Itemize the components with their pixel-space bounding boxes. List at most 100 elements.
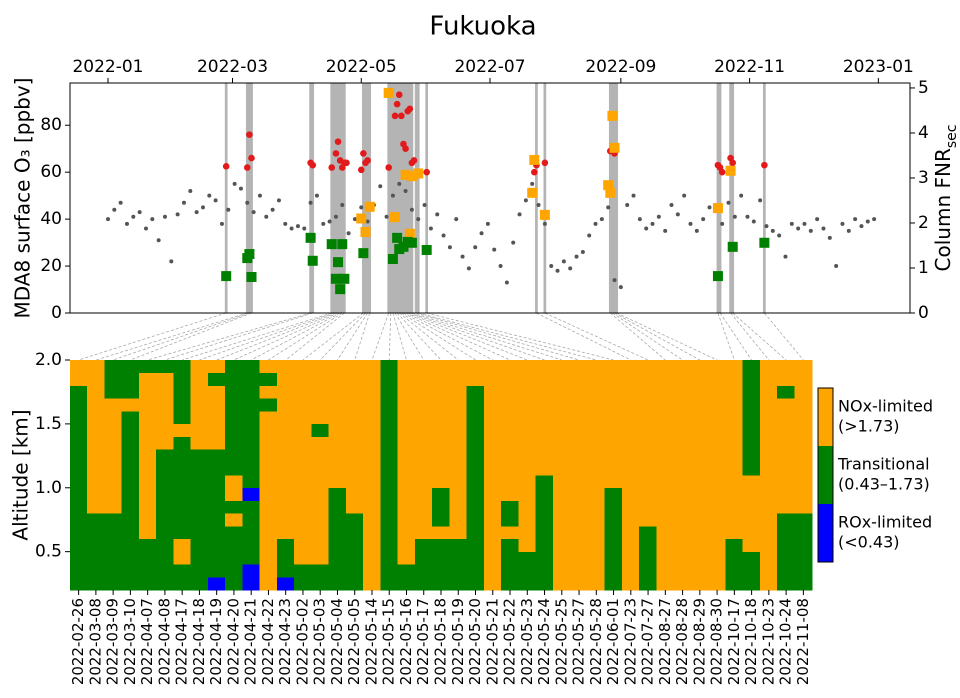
connector [233, 312, 339, 361]
y-tick-label: 40 [40, 209, 62, 229]
heat-cell [725, 398, 744, 412]
dot-marker [226, 207, 231, 212]
heat-cell [708, 410, 726, 425]
heat-cell [345, 487, 364, 501]
heat-cell [604, 385, 623, 399]
heat-cell [294, 513, 312, 527]
heat-cell [483, 372, 502, 386]
dot-marker [479, 231, 484, 236]
heat-cell [397, 449, 416, 463]
heat-cell [690, 551, 709, 565]
heat-cell [621, 461, 640, 476]
heat-cell [138, 398, 157, 412]
square-marker [421, 244, 432, 255]
heat-cell [363, 423, 381, 437]
heat-cell [156, 564, 174, 578]
heat-cell [690, 576, 709, 591]
connector [182, 312, 332, 361]
heat-cell [87, 538, 105, 552]
x-tick-label: 2022-07-27 [639, 598, 657, 685]
heat-cell [552, 385, 571, 399]
heat-cell [604, 487, 623, 501]
heat-cell [294, 461, 312, 476]
heat-cell [432, 449, 450, 463]
heat-cell [328, 423, 347, 437]
heat-cell [483, 576, 502, 591]
heat-cell [777, 576, 795, 591]
x-tick-label: 2022-04-17 [173, 598, 191, 685]
circle-marker [541, 159, 549, 167]
x-tick-label: 2022-05-25 [552, 598, 570, 685]
dot-marker [618, 285, 623, 290]
heat-cell [173, 513, 192, 527]
date-band [364, 82, 367, 314]
dot-marker [504, 280, 509, 285]
heat-cell [587, 474, 606, 489]
heat-cell [483, 359, 502, 374]
square-marker [727, 241, 738, 252]
circle-marker [328, 164, 336, 171]
heat-cell [552, 525, 571, 540]
date-band [763, 82, 766, 314]
heat-cell [397, 461, 416, 476]
heat-cell [190, 576, 209, 591]
heat-cell [276, 461, 295, 476]
square-marker [244, 249, 255, 260]
heat-cell [138, 487, 157, 501]
y-tick-label: 0 [51, 303, 62, 323]
x-tick-label: 2022-05-23 [518, 598, 536, 685]
date-band [425, 82, 429, 314]
dot-marker [530, 181, 535, 186]
heat-cell [673, 538, 692, 552]
heat-cell [87, 436, 105, 450]
heat-cell [397, 359, 416, 374]
heat-cell [138, 461, 157, 476]
heat-cell [380, 423, 399, 437]
heat-cell [604, 564, 623, 578]
heat-cell [104, 538, 123, 552]
heat-cell [794, 564, 813, 578]
heat-cell [604, 538, 623, 552]
heat-cell [363, 576, 381, 591]
dot-marker [517, 212, 522, 217]
circle-marker [410, 157, 418, 164]
heat-cell [138, 436, 157, 450]
heat-cell [328, 461, 347, 476]
heat-cell [742, 513, 761, 527]
heat-cell [501, 474, 519, 489]
dot-marker [283, 221, 288, 226]
dot-marker [498, 264, 503, 269]
heat-cell [794, 525, 813, 540]
heat-cell [259, 398, 278, 412]
heat-cell [69, 461, 88, 476]
dot-marker [682, 193, 687, 198]
date-band [366, 82, 369, 314]
heat-cell [604, 576, 623, 591]
heat-cell [328, 500, 347, 514]
heat-cell [87, 487, 105, 501]
heat-cell [673, 385, 692, 399]
dot-marker [200, 205, 205, 210]
heat-cell [449, 487, 468, 501]
heat-cell [535, 538, 554, 552]
dot-marker [390, 193, 395, 198]
heat-cell [794, 461, 813, 476]
heat-cell [207, 385, 226, 399]
heat-cell [777, 410, 795, 425]
heat-cell [673, 423, 692, 437]
heat-cell [673, 525, 692, 540]
circle-marker [332, 150, 340, 157]
heat-cell [483, 436, 502, 450]
heat-cell [466, 500, 485, 514]
square-marker [607, 110, 618, 121]
heat-cell [328, 372, 347, 386]
heat-cell [759, 372, 778, 386]
heat-cell [639, 359, 657, 374]
heat-cell [725, 551, 744, 565]
heat-cell [690, 461, 709, 476]
heat-cell [501, 385, 519, 399]
heat-cell [414, 423, 433, 437]
heat-cell [570, 436, 588, 450]
heat-cell [708, 487, 726, 501]
dot-marker [112, 207, 117, 212]
